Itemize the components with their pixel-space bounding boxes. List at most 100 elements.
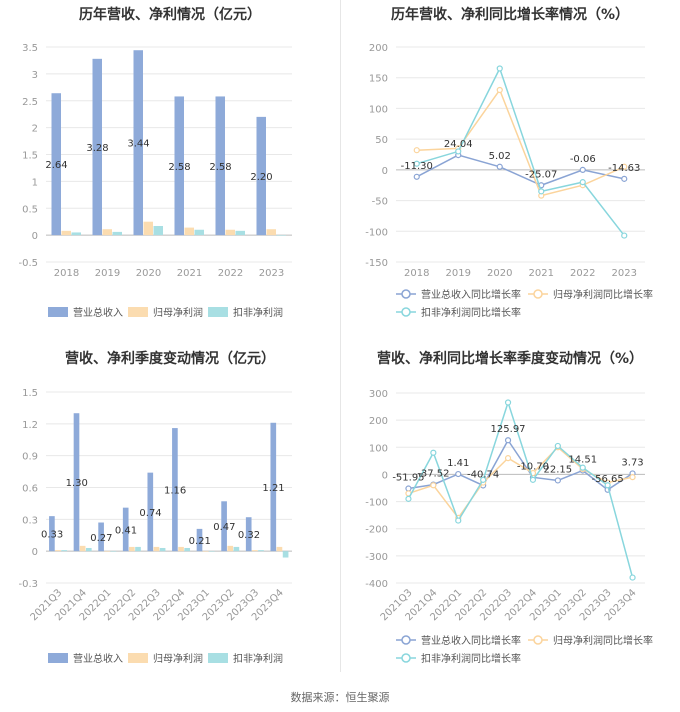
bar-net-profit — [202, 551, 209, 552]
x-tick-label: 2023 — [259, 268, 284, 279]
y-tick-label: 0.3 — [22, 515, 38, 526]
y-tick-label: 0.5 — [22, 204, 38, 215]
legend-swatch — [208, 307, 228, 317]
data-point — [480, 476, 487, 483]
data-label: 125.97 — [491, 424, 526, 435]
legend-swatch — [48, 307, 68, 317]
data-label: 1.41 — [447, 458, 469, 469]
series-line — [416, 154, 625, 187]
bar-deducted-profit — [110, 551, 117, 552]
data-point — [579, 464, 586, 471]
bar-deducted-profit — [282, 551, 289, 558]
y-tick-label: -300 — [365, 552, 388, 563]
bar-deducted-profit — [135, 546, 141, 552]
y-tick-label: 2.5 — [22, 97, 38, 108]
bar-net-profit — [79, 545, 86, 552]
bar-revenue — [172, 428, 178, 552]
legend-label: 归母净利润同比增长率 — [553, 634, 653, 647]
bar-revenue — [122, 507, 129, 552]
x-tick-label: 2023 — [612, 268, 637, 279]
x-tick-label: 2020 — [487, 268, 512, 279]
quarterly-amount-chart: -0.3 0 0.3 0.6 0.9 1.2 1.5 0.33 1.30 0.270.410.74… — [18, 388, 292, 665]
bar-net-profit — [55, 550, 61, 552]
bar-net-profit — [61, 230, 71, 236]
data-point — [579, 166, 586, 173]
bar-revenue — [51, 93, 61, 236]
bar-revenue — [245, 517, 252, 552]
y-tick-label: 0 — [382, 470, 388, 481]
bar-net-profit — [153, 546, 160, 552]
y-tick-label: 1.2 — [22, 420, 38, 431]
bar-net-profit — [225, 229, 235, 236]
y-tick-label: -0.3 — [18, 579, 38, 590]
data-label: 0.32 — [238, 530, 260, 541]
x-tick-label: 2019 — [446, 268, 471, 279]
data-point — [413, 147, 420, 154]
y-tick-label: 150 — [369, 74, 388, 85]
series-line — [416, 88, 625, 197]
legend-label: 营业总收入同比增长率 — [421, 288, 521, 301]
quarterly-growth-chart: -400 -300 -200 -100 0 100 200 300 -51.95-37.521.… — [365, 389, 653, 665]
bar-revenue — [174, 96, 184, 236]
x-tick-label: 2022 — [570, 268, 595, 279]
bar-revenue — [221, 501, 227, 552]
data-label: 1.30 — [66, 478, 88, 489]
data-label: -56.65 — [592, 474, 624, 485]
data-point — [430, 449, 437, 456]
data-label: 22.15 — [544, 464, 573, 475]
bar-deducted-profit — [233, 546, 240, 552]
data-point — [554, 442, 561, 450]
bar-deducted-profit — [61, 550, 68, 552]
data-point — [496, 86, 503, 94]
legend-label: 扣非净利润同比增长率 — [421, 652, 521, 665]
data-label: -14.63 — [608, 163, 640, 174]
data-point — [504, 399, 512, 406]
y-tick-label: 1.5 — [22, 151, 38, 162]
data-label: 0.33 — [41, 530, 63, 541]
bar-revenue — [49, 516, 55, 552]
bar-deducted-profit — [112, 231, 122, 236]
data-label: 0.74 — [139, 508, 161, 519]
y-tick-label: 3 — [32, 70, 38, 81]
legend-label: 归母净利润同比增长率 — [553, 288, 653, 301]
x-tick-label: 2018 — [54, 268, 79, 279]
y-tick-label: 1.5 — [22, 388, 38, 399]
data-label: 0.41 — [115, 525, 137, 536]
legend-marker — [401, 635, 411, 645]
x-tick-label: 2019 — [95, 268, 120, 279]
y-tick-label: 200 — [369, 43, 388, 54]
bar-deducted-profit — [208, 551, 215, 552]
data-point — [455, 517, 462, 524]
data-point — [629, 574, 636, 581]
y-tick-label: 1 — [32, 177, 38, 188]
y-tick-label: 50 — [375, 135, 388, 146]
quarterly-growth-panel: 营收、净利同比增长率季度变动情况（%） -400 -300 -200 -100 0 100… — [340, 340, 680, 676]
data-point — [629, 474, 636, 481]
legend-marker — [401, 307, 411, 317]
bar-deducted-profit — [258, 550, 264, 552]
legend-swatch — [128, 653, 148, 663]
legend-label: 营业总收入 — [73, 652, 123, 665]
x-tick-label: 2021 — [529, 268, 554, 279]
quarterly-amount-panel: 营收、净利季度变动情况（亿元） -0.3 0 0.3 0.6 0.9 1.2 1.5 0.33… — [0, 340, 340, 676]
data-label: 3.73 — [621, 457, 643, 468]
y-tick-label: 200 — [369, 416, 388, 427]
data-point — [554, 477, 561, 484]
data-label: 14.51 — [568, 454, 597, 465]
legend-marker — [533, 635, 543, 645]
data-point — [529, 476, 537, 483]
legend-label: 归母净利润 — [153, 306, 203, 319]
y-tick-label: -100 — [365, 227, 388, 238]
legend-marker — [533, 289, 543, 299]
legend-label: 扣非净利润 — [233, 306, 283, 319]
bar-net-profit — [276, 546, 283, 552]
data-point — [496, 65, 503, 72]
vertical-divider — [340, 0, 341, 672]
data-label: 1.21 — [262, 483, 284, 494]
data-label: -10.70 — [517, 461, 549, 472]
y-tick-label: 0 — [382, 166, 388, 177]
bar-revenue — [73, 413, 80, 552]
bar-revenue — [215, 96, 225, 236]
legend-label: 营业总收入 — [73, 306, 123, 319]
bar-deducted-profit — [159, 547, 166, 552]
